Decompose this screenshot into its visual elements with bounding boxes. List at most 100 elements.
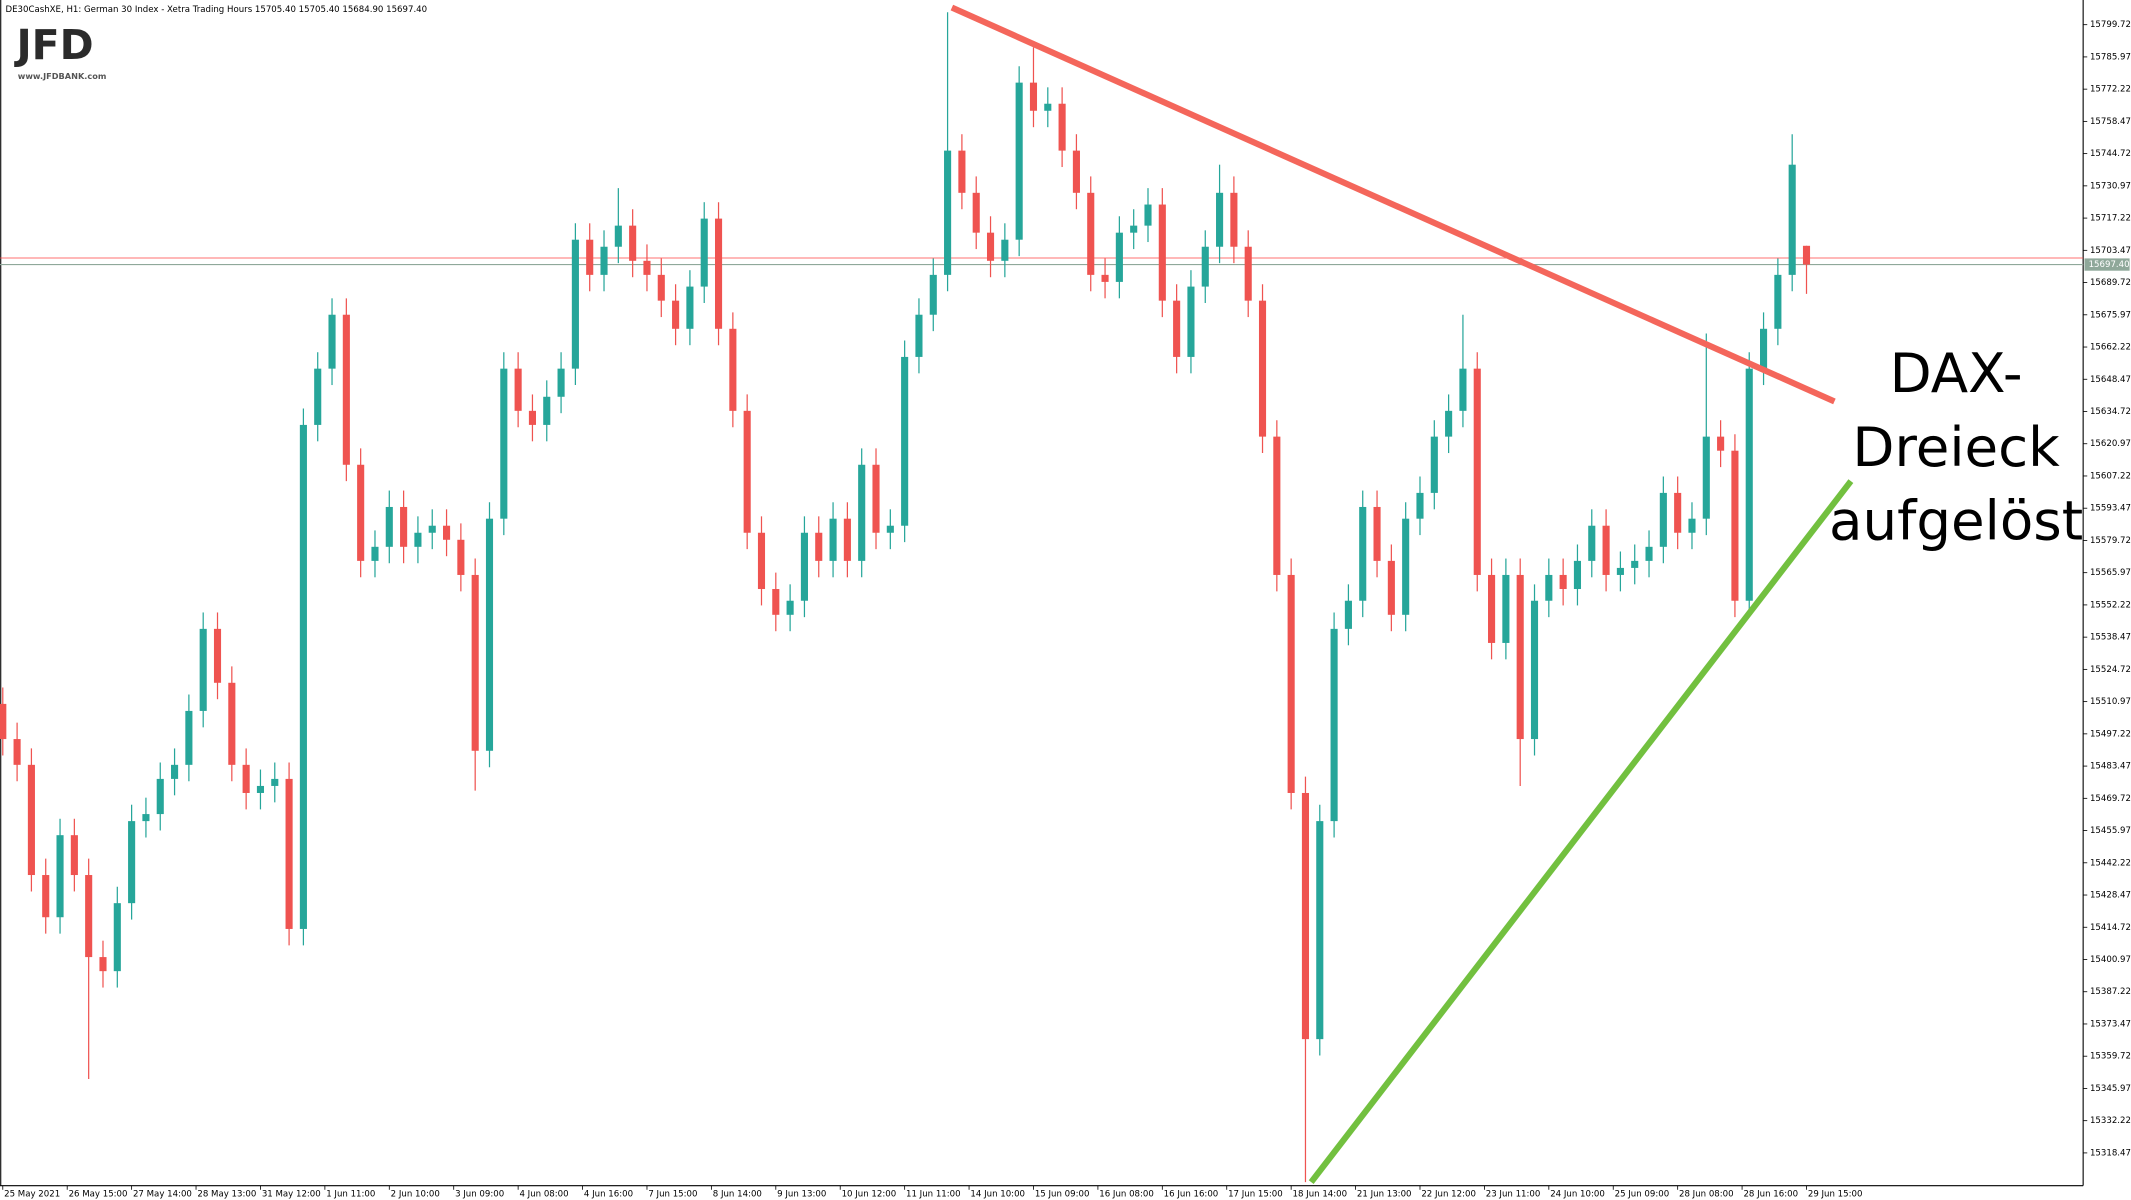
x-tick-label: 28 May 13:00 [197, 1189, 256, 1199]
candle-body [371, 546, 379, 561]
candle-body [171, 764, 179, 779]
y-tick-label: 15717.22 [2090, 214, 2131, 224]
candle-body [1015, 82, 1023, 240]
candle-body [843, 518, 851, 561]
candle-body [901, 356, 909, 526]
candle-body [1516, 574, 1524, 740]
candle-body [1445, 410, 1453, 437]
candle-body [500, 368, 508, 519]
candle-body [1530, 600, 1539, 740]
y-tick-label: 15442.22 [2090, 858, 2131, 868]
y-tick-label: 15387.22 [2090, 987, 2131, 997]
candle-body [929, 274, 937, 315]
candle-body [915, 314, 923, 357]
candle-body [1359, 506, 1367, 601]
candle-body [299, 424, 307, 929]
y-tick-label: 15703.47 [2090, 246, 2131, 256]
candle-body [1287, 574, 1295, 793]
x-tick-label: 26 May 15:00 [69, 1189, 128, 1199]
y-tick-label: 15345.97 [2090, 1084, 2131, 1094]
x-tick-label: 23 Jun 11:00 [1486, 1189, 1541, 1199]
candle-body [1545, 574, 1553, 601]
candle-body [1301, 792, 1310, 1040]
candle-body [428, 525, 436, 533]
x-tick-label: 14 Jun 10:00 [970, 1189, 1025, 1199]
candle-body [385, 506, 393, 547]
candle-body [629, 225, 637, 261]
y-tick-label: 15662.22 [2090, 343, 2131, 353]
candle-body [543, 396, 551, 425]
candle-body [42, 875, 50, 918]
candle-body [1774, 274, 1782, 329]
x-tick-label: 9 Jun 13:00 [777, 1189, 826, 1199]
y-tick-label: 15799.72 [2090, 20, 2131, 30]
x-tick-label: 4 Jun 08:00 [519, 1189, 568, 1199]
candle-body [1745, 368, 1753, 601]
candle-body [986, 232, 995, 261]
candle-body [1058, 103, 1066, 151]
x-tick-label: 29 Jun 15:00 [1808, 1189, 1863, 1199]
candle-body [1273, 436, 1281, 575]
candle-body [571, 239, 579, 369]
candle-body [829, 518, 837, 561]
candle-body [972, 192, 980, 233]
y-tick-label: 15428.47 [2090, 891, 2131, 901]
y-tick-label: 15497.22 [2090, 729, 2131, 739]
candle-body [1674, 492, 1682, 533]
y-tick-label: 15648.47 [2090, 375, 2131, 385]
candle-body [1201, 246, 1209, 287]
candle-body [242, 764, 250, 793]
candle-body [1072, 150, 1080, 193]
y-tick-label: 15414.72 [2090, 923, 2131, 933]
y-tick-label: 15538.47 [2090, 633, 2131, 643]
x-tick-label: 1 Jun 11:00 [326, 1189, 375, 1199]
y-tick-label: 15400.97 [2090, 955, 2131, 965]
candle-body [1788, 164, 1796, 275]
candle-body [414, 532, 422, 547]
x-tick-label: 11 Jun 11:00 [906, 1189, 961, 1199]
x-tick-label: 17 Jun 15:00 [1228, 1189, 1283, 1199]
candle-body [1631, 560, 1639, 568]
candle-body [1588, 525, 1596, 561]
y-tick-label: 15689.72 [2090, 278, 2131, 288]
candle-body [1430, 436, 1438, 493]
candle-body [1130, 225, 1138, 233]
candle-body [328, 314, 336, 369]
candle-body [700, 218, 708, 287]
trendline [950, 4, 1836, 405]
y-tick-label: 15373.47 [2090, 1019, 2131, 1029]
candle-body [1258, 300, 1267, 437]
candle-body [872, 464, 880, 533]
y-tick-label: 15510.97 [2090, 697, 2131, 707]
y-tick-label: 15455.97 [2090, 826, 2131, 836]
candle-body [1158, 204, 1166, 301]
x-tick-label: 21 Jun 13:00 [1357, 1189, 1412, 1199]
candle-body [128, 821, 136, 904]
candle-body [443, 525, 451, 540]
x-tick-label: 25 Jun 09:00 [1615, 1189, 1670, 1199]
x-tick-label: 15 Jun 09:00 [1035, 1189, 1090, 1199]
candle-body [271, 778, 279, 786]
candle-body [342, 314, 350, 465]
candle-body [1244, 246, 1252, 301]
candle-body [772, 589, 780, 615]
candle-body [256, 785, 265, 793]
candle-body [213, 628, 222, 683]
candle-body [113, 903, 121, 972]
candle-body [714, 218, 723, 329]
y-tick-label: 15359.72 [2090, 1052, 2131, 1062]
candle-body [586, 239, 594, 275]
candle-body [1187, 286, 1195, 357]
annotation: DAX- [1890, 341, 2023, 405]
x-tick-label: 28 Jun 08:00 [1679, 1189, 1734, 1199]
candle-body [314, 368, 322, 425]
candle-body [1101, 274, 1109, 282]
chart-title: DE30CashXE, H1: German 30 Index - Xetra … [6, 5, 428, 15]
y-tick-label: 15593.47 [2090, 504, 2131, 514]
candle-body [1029, 82, 1038, 111]
candle-body [27, 764, 35, 876]
candle-body [1316, 821, 1324, 1040]
annotation: aufgelöst [1829, 489, 2083, 553]
candle-body [13, 739, 21, 765]
